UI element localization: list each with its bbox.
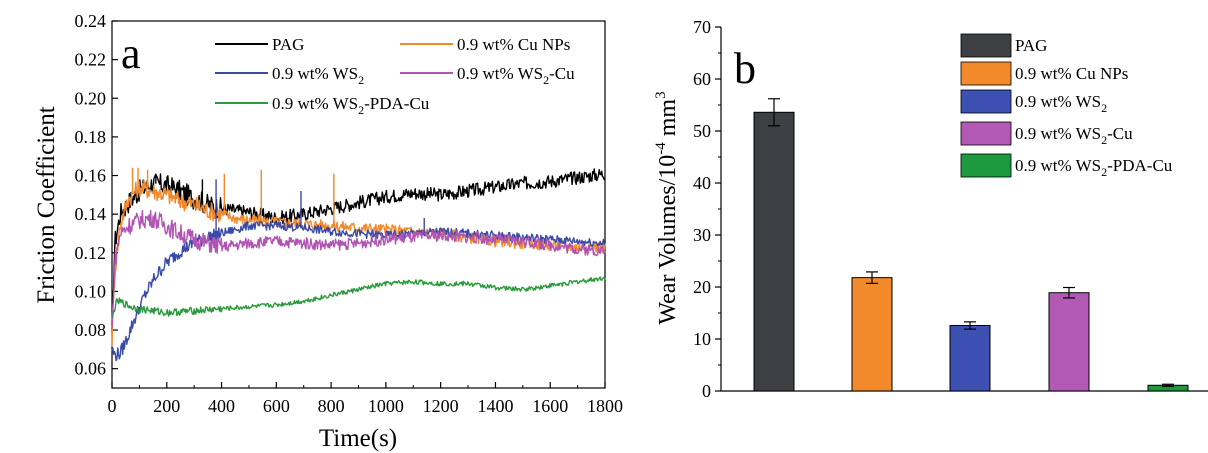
x-tick-label: 1800 (587, 396, 623, 416)
legend-label-ws2cu: 0.9 wt% WS2-Cu (1015, 124, 1133, 147)
y-tick-label: 50 (693, 121, 711, 141)
bar-3 (1049, 293, 1089, 391)
legend-label-ws2: 0.9 wt% WS2 (1015, 92, 1107, 115)
series-line-4 (112, 277, 605, 318)
panel-a-series (112, 168, 605, 361)
panel-a-label: a (121, 29, 141, 78)
panel-b-label: b (734, 44, 756, 93)
y-tick-label: 0.12 (75, 243, 107, 263)
y-tick-label: 0.10 (75, 281, 107, 301)
x-tick-label: 800 (318, 396, 345, 416)
bar-1 (852, 278, 892, 391)
y-tick-label: 0 (702, 381, 711, 401)
x-tick-label: 600 (263, 396, 290, 416)
y-tick-label: 20 (693, 277, 711, 297)
legend-label-pda: 0.9 wt% WS2-PDA-Cu (1015, 156, 1173, 179)
panel-a-ylabel: Friction Coefficient (33, 106, 60, 303)
legend-swatch-pda (961, 154, 1011, 177)
y-tick-label: 60 (693, 69, 711, 89)
panel-b-y-axis: 0 10 20 30 40 50 60 70 (693, 17, 721, 401)
y-tick-label: 0.08 (75, 320, 107, 340)
legend-swatch-cu (961, 62, 1011, 85)
x-tick-label: 1000 (368, 396, 404, 416)
x-tick-label: 1200 (423, 396, 459, 416)
panel-a-x-axis: 0 200 400 600 800 1000 1200 1400 1600 1800 (108, 382, 624, 416)
panel-b-ylabel: Wear Volumes/10-4 mm3 (653, 91, 681, 324)
y-tick-label: 0.16 (75, 166, 107, 186)
y-tick-label: 0.18 (75, 127, 107, 147)
legend-label-pda: 0.9 wt% WS2-PDA-Cu (272, 94, 430, 117)
y-tick-label: 0.22 (75, 50, 107, 70)
panel-b-legend: PAG 0.9 wt% Cu NPs 0.9 wt% WS2 0.9 wt% W… (961, 34, 1173, 179)
panel-a-xlabel: Time(s) (319, 425, 397, 452)
bar-0 (754, 112, 794, 391)
y-tick-label: 0.24 (75, 11, 107, 31)
legend-swatch-pag (961, 34, 1011, 57)
x-tick-label: 0 (108, 396, 117, 416)
legend-label-pag: PAG (272, 35, 304, 54)
y-tick-label: 0.06 (75, 359, 107, 379)
x-tick-label: 200 (153, 396, 180, 416)
legend-label-cu: 0.9 wt% Cu NPs (457, 35, 570, 54)
legend-label-cu: 0.9 wt% Cu NPs (1015, 64, 1128, 83)
y-tick-label: 30 (693, 225, 711, 245)
panel-a-legend: PAG 0.9 wt% Cu NPs 0.9 wt% WS2 0.9 wt% W… (215, 35, 575, 117)
legend-label-pag: PAG (1015, 36, 1047, 55)
panel-a: 0.06 0.08 0.10 0.12 0.14 0.16 0.18 0.20 0.22 0.24… (33, 11, 623, 452)
bar-2 (950, 325, 990, 391)
y-tick-label: 40 (693, 173, 711, 193)
y-tick-label: 10 (693, 329, 711, 349)
legend-swatch-ws2cu (961, 122, 1011, 145)
x-tick-label: 400 (208, 396, 235, 416)
x-tick-label: 1600 (532, 396, 568, 416)
y-tick-label: 0.20 (75, 88, 107, 108)
y-tick-label: 0.14 (75, 204, 107, 224)
x-tick-label: 1400 (477, 396, 513, 416)
legend-swatch-ws2 (961, 90, 1011, 113)
legend-label-ws2: 0.9 wt% WS2 (272, 64, 364, 87)
y-tick-label: 70 (693, 17, 711, 37)
legend-label-ws2cu: 0.9 wt% WS2-Cu (457, 64, 575, 87)
